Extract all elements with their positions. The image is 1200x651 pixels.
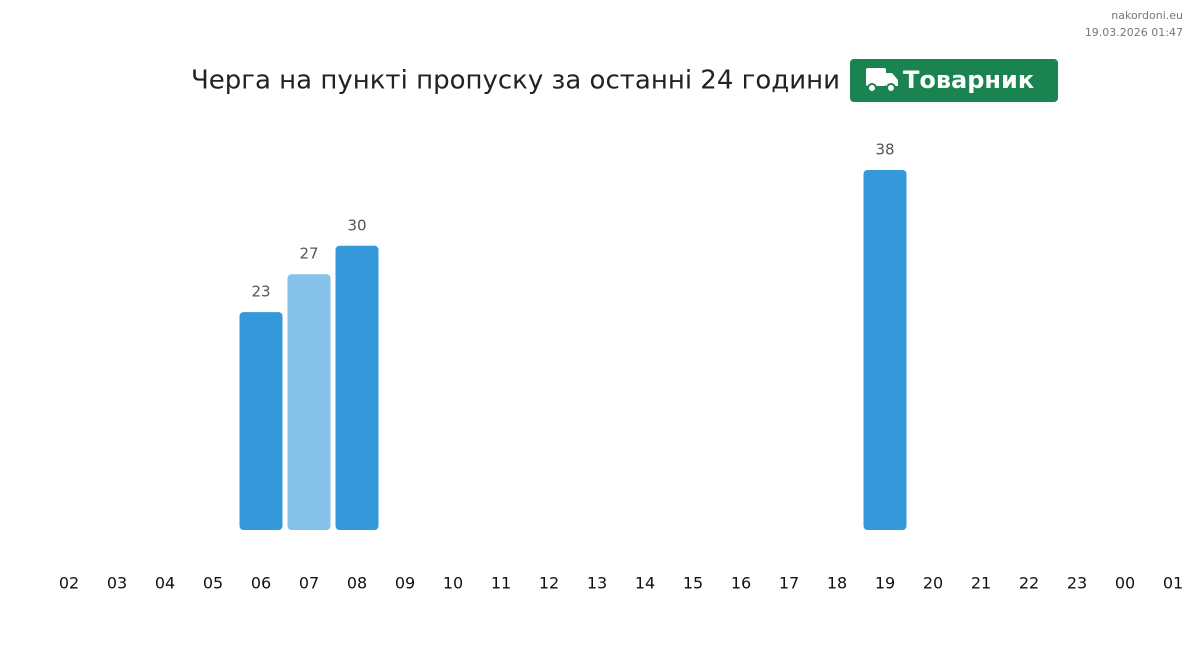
- x-tick-label: 03: [107, 574, 127, 593]
- timestamp: 19.03.2026 01:47: [1085, 26, 1183, 39]
- site-name: nakordoni.eu: [1111, 9, 1183, 22]
- x-tick-label: 23: [1067, 574, 1087, 593]
- x-tick-label: 12: [539, 574, 559, 593]
- x-tick-label: 14: [635, 574, 655, 593]
- x-tick-label: 18: [827, 574, 847, 593]
- bar: [287, 274, 331, 530]
- bar: [863, 170, 907, 530]
- chart-title: Черга на пункті пропуску за останні 24 г…: [191, 66, 840, 96]
- x-tick-label: 09: [395, 574, 415, 593]
- x-tick-label: 07: [299, 574, 319, 593]
- truck-icon: [866, 68, 898, 93]
- x-tick-label: 02: [59, 574, 79, 593]
- value-label: 27: [299, 245, 318, 263]
- x-tick-label: 04: [155, 574, 175, 593]
- x-tick-label: 17: [779, 574, 799, 593]
- value-label: 30: [347, 216, 366, 234]
- x-tick-label: 19: [875, 574, 895, 593]
- x-tick-label: 15: [683, 574, 703, 593]
- x-tick-label: 13: [587, 574, 607, 593]
- value-label: 38: [875, 141, 894, 159]
- x-tick-label: 10: [443, 574, 463, 593]
- badge: Товарник: [850, 59, 1058, 102]
- x-tick-label: 00: [1115, 574, 1135, 593]
- badge-bg: [850, 59, 1058, 102]
- x-tick-label: 21: [971, 574, 991, 593]
- x-tick-label: 06: [251, 574, 271, 593]
- x-tick-label: 20: [923, 574, 943, 593]
- x-tick-label: 08: [347, 574, 367, 593]
- x-tick-label: 05: [203, 574, 223, 593]
- x-tick-label: 16: [731, 574, 751, 593]
- x-tick-label: 11: [491, 574, 511, 593]
- bar: [335, 245, 379, 530]
- x-tick-label: 01: [1163, 574, 1183, 593]
- x-tick-label: 22: [1019, 574, 1039, 593]
- bar: [239, 312, 283, 530]
- badge-text: Товарник: [903, 66, 1034, 94]
- value-label: 23: [251, 283, 270, 301]
